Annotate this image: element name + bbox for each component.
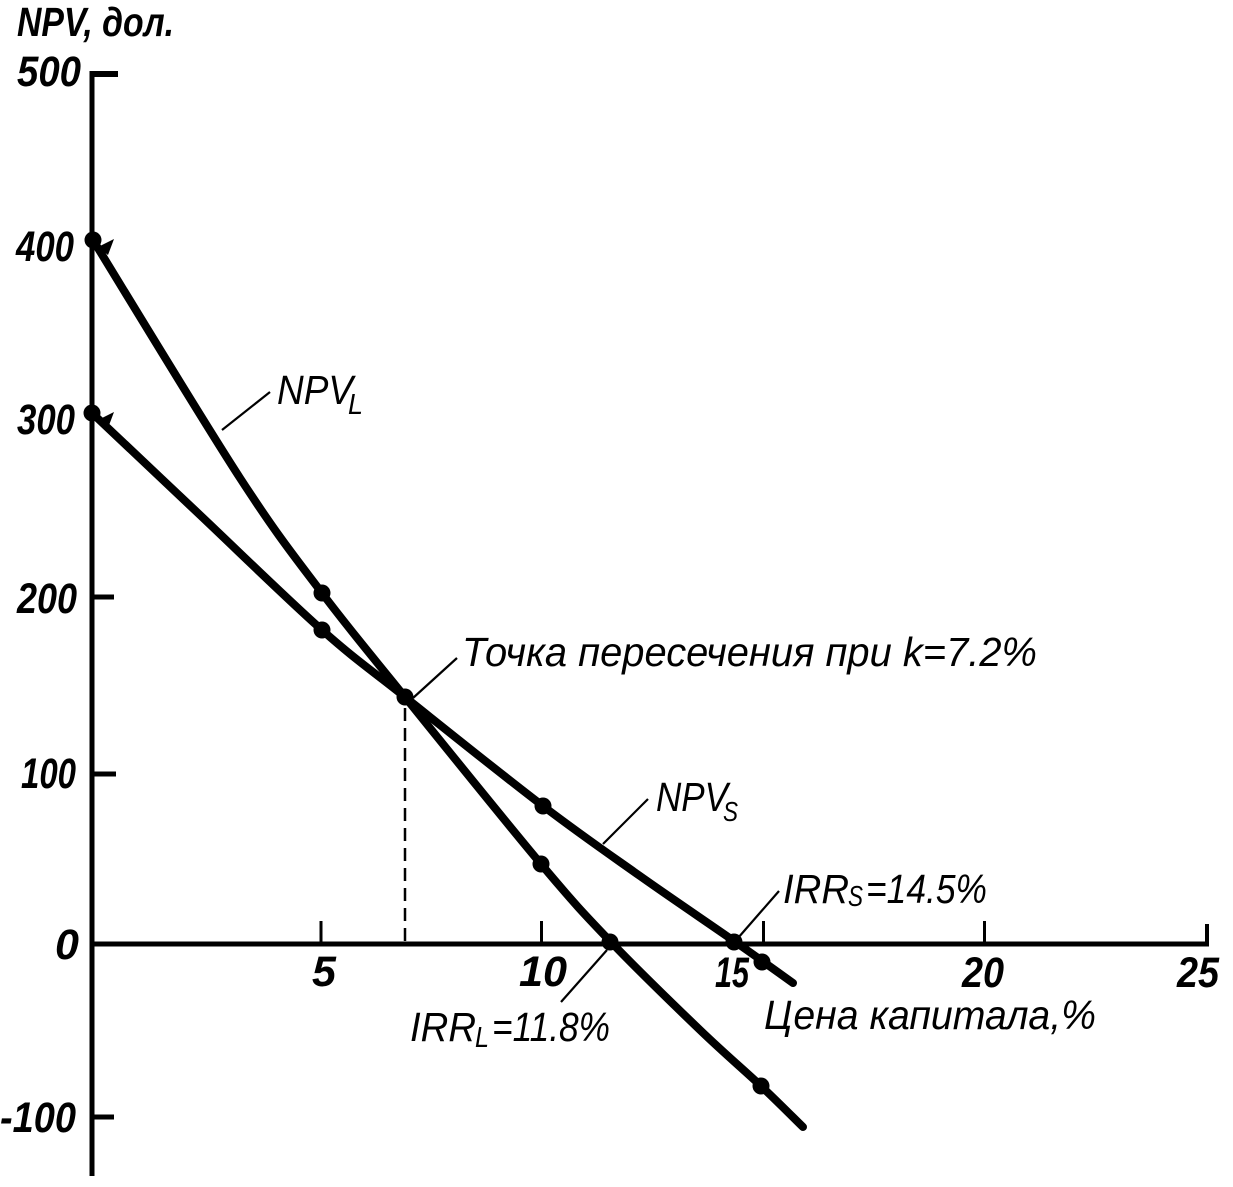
svg-text:-100: -100 bbox=[0, 1094, 76, 1142]
svg-text:IRR: IRR bbox=[783, 866, 849, 912]
svg-text:NPV, дол.: NPV, дол. bbox=[17, 0, 174, 45]
svg-text:25: 25 bbox=[1176, 949, 1220, 997]
svg-text:Цена капитала,%: Цена капитала,% bbox=[764, 992, 1096, 1038]
svg-text:15: 15 bbox=[715, 949, 750, 997]
svg-text:S: S bbox=[848, 881, 864, 913]
svg-text:L: L bbox=[475, 1022, 489, 1054]
svg-text:10: 10 bbox=[519, 948, 567, 996]
svg-text:200: 200 bbox=[16, 575, 77, 623]
svg-text:0: 0 bbox=[55, 921, 79, 969]
svg-text:=11.8%: =11.8% bbox=[492, 1004, 610, 1050]
svg-text:L: L bbox=[348, 389, 363, 421]
svg-text:5: 5 bbox=[312, 948, 337, 996]
svg-text:=14.5%: =14.5% bbox=[866, 866, 987, 912]
svg-text:Точка пересечения при k=7.2%: Точка пересечения при k=7.2% bbox=[462, 629, 1037, 675]
svg-text:20: 20 bbox=[961, 949, 1004, 997]
svg-text:400: 400 bbox=[15, 223, 74, 271]
svg-text:NPV: NPV bbox=[277, 367, 356, 413]
svg-text:100: 100 bbox=[21, 750, 76, 798]
svg-text:S: S bbox=[723, 796, 738, 827]
svg-text:300: 300 bbox=[17, 396, 75, 444]
svg-text:IRR: IRR bbox=[410, 1004, 476, 1050]
svg-text:NPV: NPV bbox=[656, 774, 731, 820]
svg-text:500: 500 bbox=[17, 48, 81, 96]
